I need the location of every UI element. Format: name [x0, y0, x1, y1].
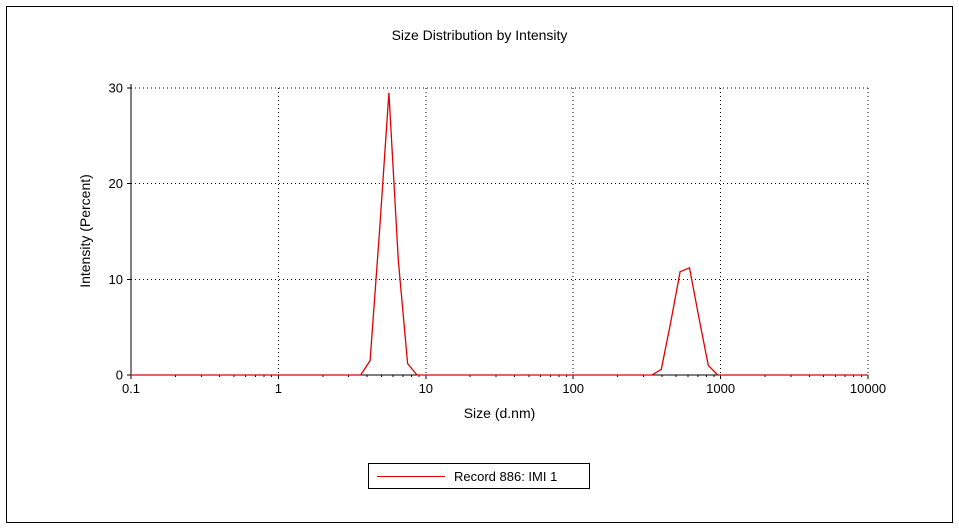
x-tick-label: 0.1	[122, 381, 140, 396]
y-tick-label: 0	[116, 368, 123, 383]
x-tick-label: 1	[275, 381, 282, 396]
y-axis-title: Intensity (Percent)	[77, 174, 93, 288]
y-tick-label: 10	[109, 272, 123, 287]
y-tick-label: 20	[109, 176, 123, 191]
x-tick-label: 100	[562, 381, 584, 396]
chart-frame	[6, 6, 953, 523]
series-line	[131, 92, 868, 376]
legend: Record 886: IMI 1	[368, 463, 590, 489]
x-tick-label: 1000	[706, 381, 735, 396]
chart-title: Size Distribution by Intensity	[391, 27, 568, 43]
x-tick-label: 10000	[850, 381, 886, 396]
x-axis-title: Size (d.nm)	[463, 405, 536, 421]
y-tick-label: 30	[109, 81, 123, 96]
x-tick-label: 10	[419, 381, 433, 396]
legend-line-sample	[377, 475, 445, 477]
legend-label: Record 886: IMI 1	[454, 468, 558, 484]
